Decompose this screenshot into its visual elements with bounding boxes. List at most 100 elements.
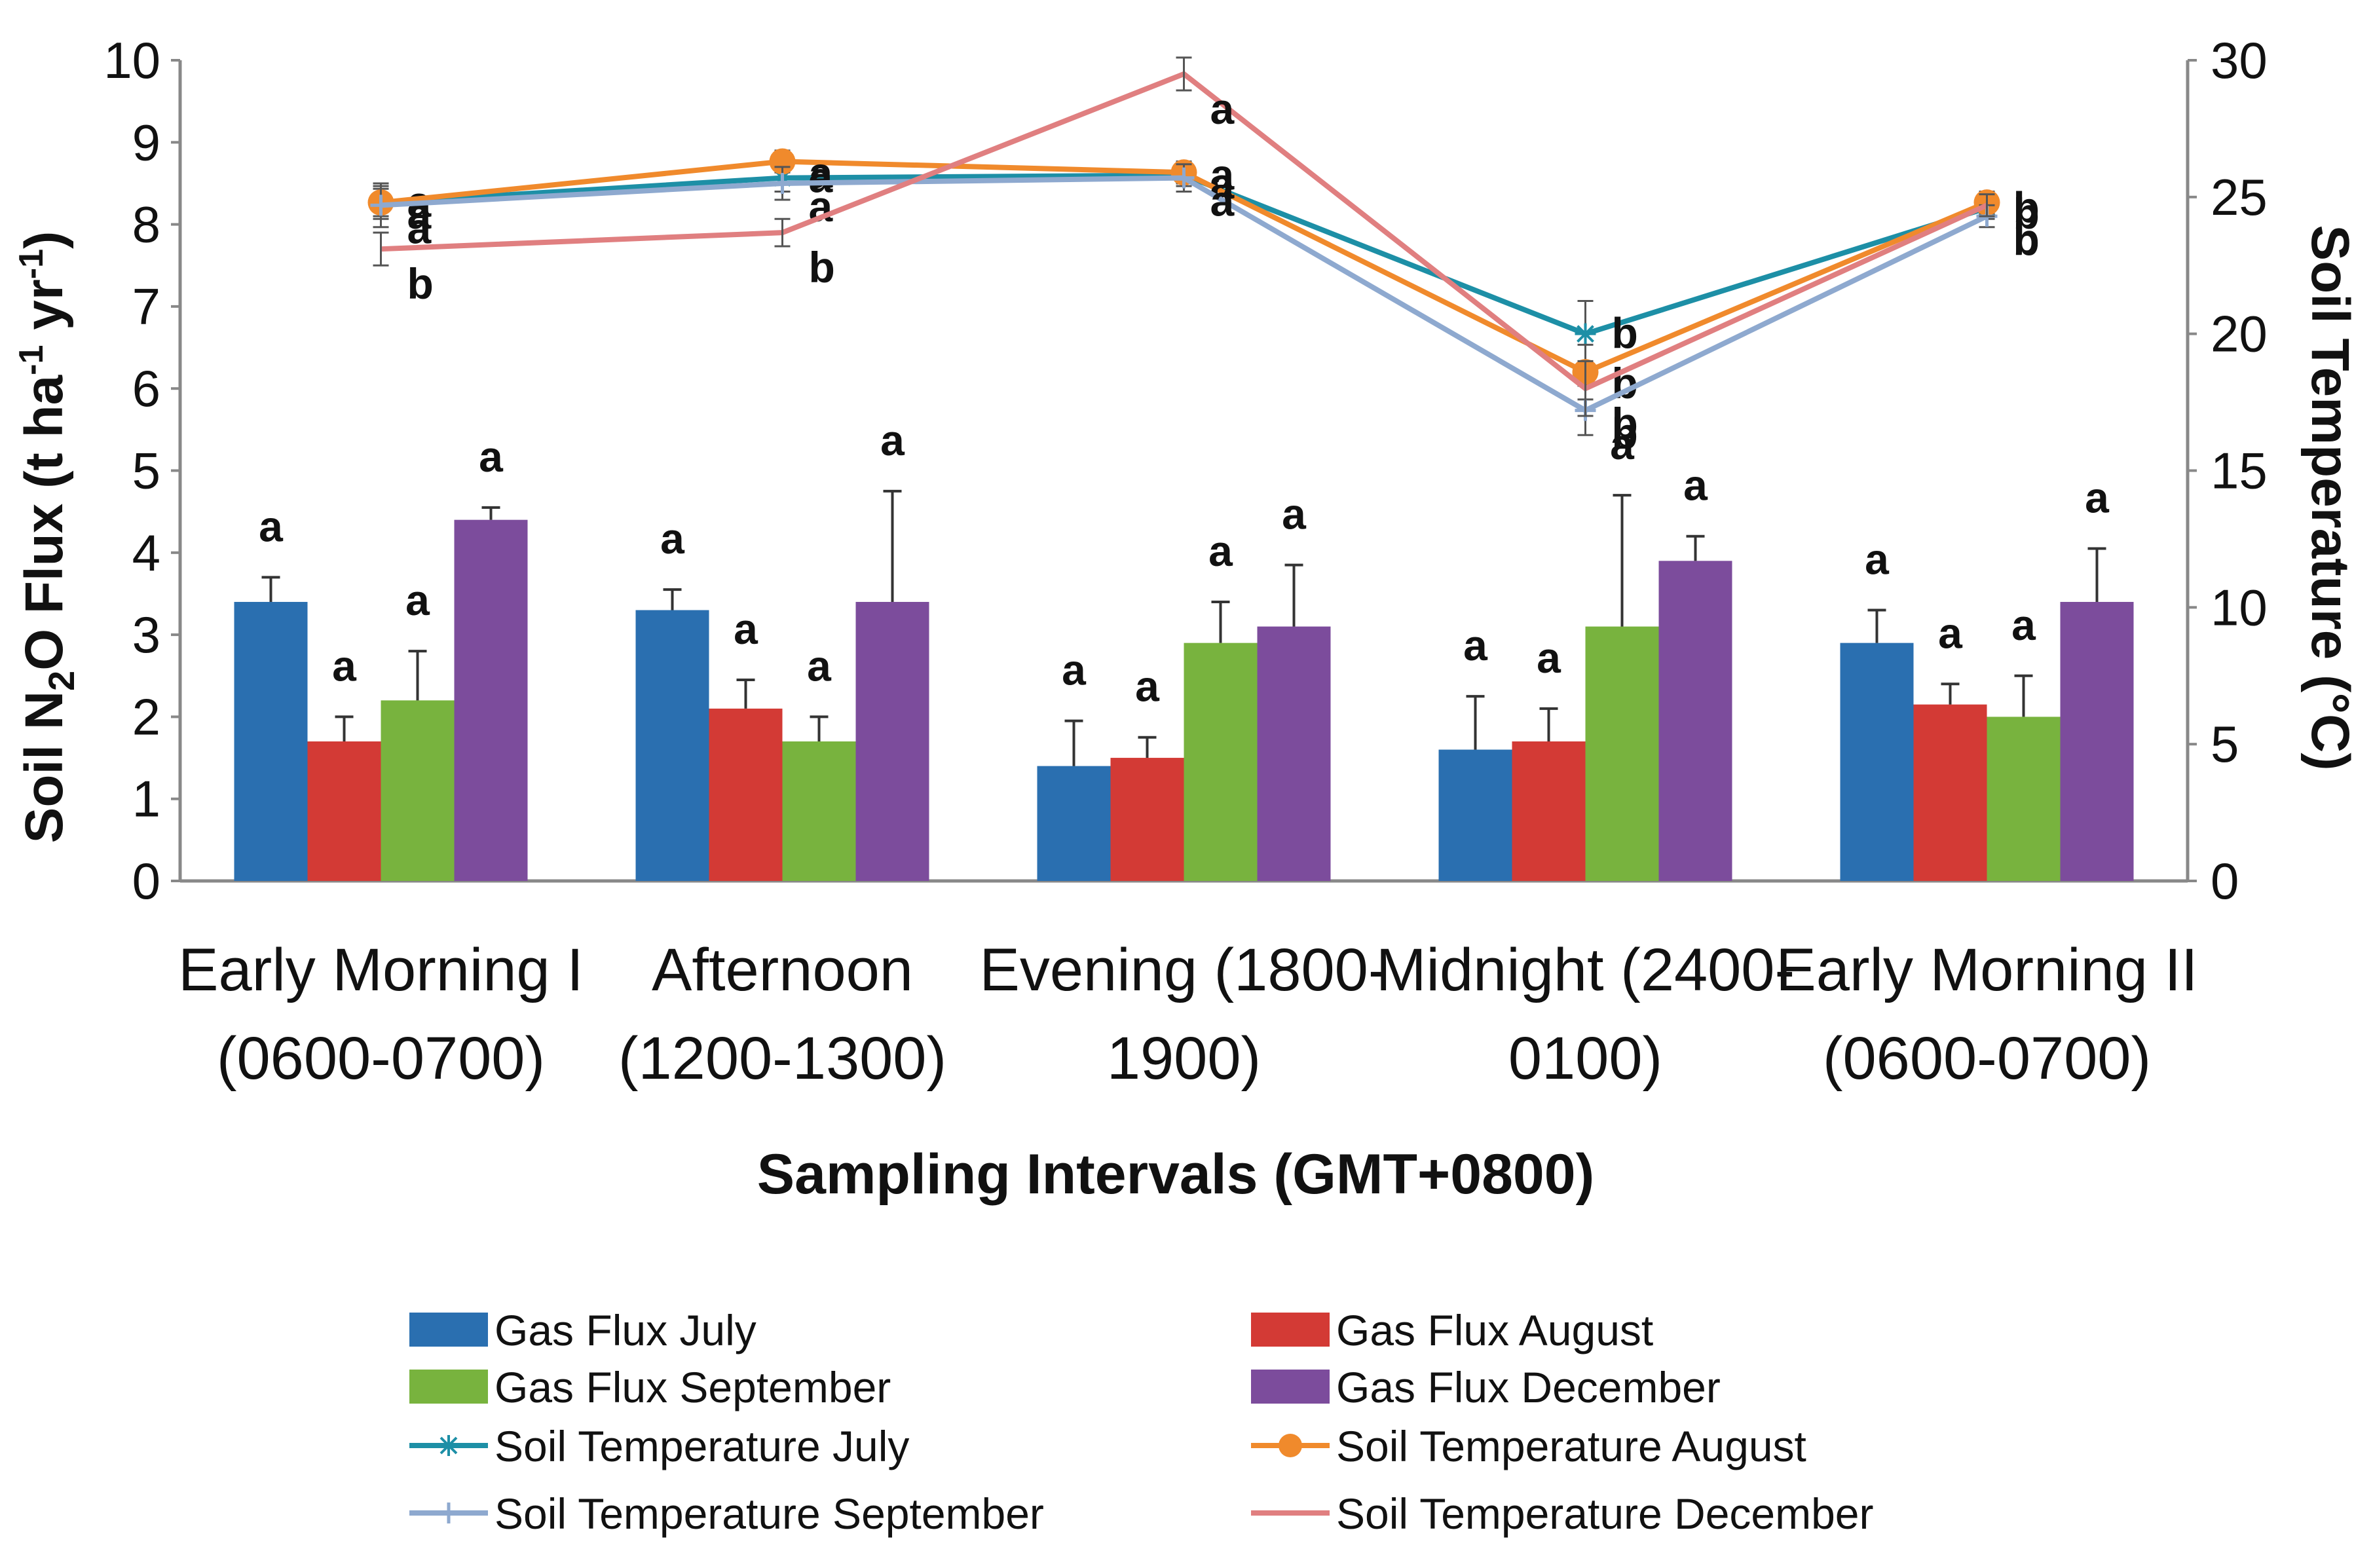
significance-letter: a bbox=[332, 641, 357, 690]
y2-tick-label: 0 bbox=[2211, 852, 2239, 910]
temperature-line bbox=[381, 175, 1989, 414]
bar bbox=[1110, 758, 1184, 881]
legend-label: Gas Flux December bbox=[1336, 1363, 1721, 1411]
temperature-marker bbox=[769, 148, 796, 175]
y-tick-label: 1 bbox=[132, 770, 160, 828]
temperature-line bbox=[381, 172, 1988, 337]
bar bbox=[855, 601, 929, 881]
y-tick-label: 4 bbox=[132, 524, 160, 582]
legend-swatch bbox=[409, 1370, 488, 1404]
bar bbox=[1512, 741, 1586, 881]
significance-letter: a bbox=[807, 641, 832, 690]
legend-label: Gas Flux July bbox=[495, 1306, 757, 1354]
temperature-significance-letter: b bbox=[2013, 215, 2040, 263]
y-axis-title-mid: O Flux (t ha bbox=[14, 374, 74, 670]
y-tick-label: 6 bbox=[132, 360, 160, 417]
significance-letter: a bbox=[1865, 535, 1890, 584]
category-label: 1900) bbox=[1107, 1025, 1261, 1092]
significance-letter: a bbox=[1463, 621, 1488, 669]
temperature-significance-letter: b bbox=[2013, 183, 2040, 232]
legend-label: Gas Flux September bbox=[495, 1363, 891, 1411]
y2-tick-label: 15 bbox=[2211, 442, 2268, 500]
y-tick-label: 7 bbox=[132, 278, 160, 335]
significance-letter: a bbox=[2085, 474, 2110, 522]
y2-axis-ticks: 0 5 10 15 20 25 30 bbox=[2188, 31, 2268, 910]
y-tick-label: 3 bbox=[132, 606, 160, 663]
bar bbox=[1840, 643, 1914, 881]
legend: Gas Flux July Gas Flux August Gas Flux Sep… bbox=[409, 1306, 1874, 1538]
temperature-significance-letter: a bbox=[407, 204, 432, 252]
bar bbox=[2060, 601, 2134, 881]
bar bbox=[709, 708, 783, 881]
bar bbox=[1987, 717, 2061, 881]
y-axis-title-sup1: -1 bbox=[12, 345, 50, 375]
temperature-marker bbox=[772, 172, 793, 194]
bar bbox=[381, 700, 455, 881]
y2-axis-title: Soil Temperature (°C) bbox=[2300, 225, 2360, 770]
legend-label: Soil Temperature September bbox=[495, 1489, 1044, 1538]
bar bbox=[1913, 704, 1987, 881]
temperature-marker bbox=[1575, 323, 1596, 345]
bar bbox=[1257, 626, 1331, 881]
temperature-significance-letter: b bbox=[1612, 409, 1638, 458]
category-labels: Early Morning I (0600-0700) Afternoon (1200… bbox=[178, 937, 2197, 1092]
bar bbox=[1438, 749, 1512, 881]
legend-marker bbox=[1279, 1434, 1302, 1457]
significance-letter: a bbox=[1062, 646, 1087, 694]
temperature-marker bbox=[1173, 167, 1195, 189]
significance-letter: a bbox=[479, 432, 504, 481]
y-axis-title-gap: yr bbox=[14, 279, 74, 345]
y-axis-title-post: ) bbox=[14, 231, 74, 249]
significance-letter: a bbox=[1282, 490, 1307, 538]
bar bbox=[782, 741, 856, 881]
temperature-significance-letter: a bbox=[407, 189, 432, 238]
y2-tick-label: 5 bbox=[2211, 715, 2239, 773]
bar bbox=[635, 610, 709, 881]
category-label: Afternoon bbox=[652, 937, 913, 1003]
bar bbox=[1037, 766, 1111, 881]
temperature-significance-letter: b bbox=[407, 259, 434, 308]
y2-tick-label: 30 bbox=[2211, 31, 2268, 89]
temperature-significance-letter: a bbox=[1210, 177, 1235, 225]
significance-letter: a bbox=[1537, 633, 1561, 682]
legend-label: Soil Temperature August bbox=[1336, 1422, 1806, 1470]
significance-letter: a bbox=[405, 576, 430, 624]
y-axis-title-pre: Soil N bbox=[14, 691, 74, 843]
y-axis-title-sup2: -1 bbox=[12, 249, 50, 279]
legend-label: Soil Temperature July bbox=[495, 1422, 909, 1470]
legend-label: Soil Temperature December bbox=[1336, 1489, 1874, 1538]
temperature-significance-letter: a bbox=[809, 149, 834, 197]
y-axis-ticks: 0 1 2 3 4 5 6 7 8 9 10 bbox=[103, 31, 180, 910]
temperature-marker bbox=[370, 195, 392, 216]
y-tick-label: 9 bbox=[132, 113, 160, 171]
bar bbox=[234, 601, 308, 881]
bar bbox=[1585, 626, 1659, 881]
significance-letter: a bbox=[1135, 662, 1160, 711]
significance-letter: a bbox=[1938, 608, 1963, 657]
legend-label: Gas Flux August bbox=[1336, 1306, 1653, 1354]
significance-letter: a bbox=[2011, 601, 2036, 649]
temperature-line bbox=[381, 71, 1989, 392]
temperature-significance-letter: a bbox=[1210, 84, 1235, 133]
legend-marker bbox=[438, 1435, 459, 1456]
y2-tick-label: 25 bbox=[2211, 168, 2268, 226]
legend-swatch bbox=[1251, 1313, 1330, 1347]
y-tick-label: 5 bbox=[132, 442, 160, 500]
category-label: Midnight (2400- bbox=[1376, 937, 1795, 1003]
temperature-significance-letter: b bbox=[1612, 399, 1638, 447]
y-tick-label: 10 bbox=[103, 31, 160, 89]
category-label: Early Morning I bbox=[178, 937, 584, 1003]
category-label: (0600-0700) bbox=[217, 1025, 545, 1092]
legend-swatch bbox=[1251, 1370, 1330, 1404]
temperature-significance-letter: b bbox=[2013, 189, 2040, 238]
x-axis-title: Sampling Intervals (GMT+0800) bbox=[757, 1143, 1594, 1206]
temperature-significance-letter: b bbox=[809, 243, 835, 291]
category-label: (0600-0700) bbox=[1823, 1025, 2151, 1092]
significance-letter: a bbox=[1683, 461, 1708, 510]
significance-letter: a bbox=[880, 416, 905, 464]
significance-letter: a bbox=[1610, 420, 1635, 468]
